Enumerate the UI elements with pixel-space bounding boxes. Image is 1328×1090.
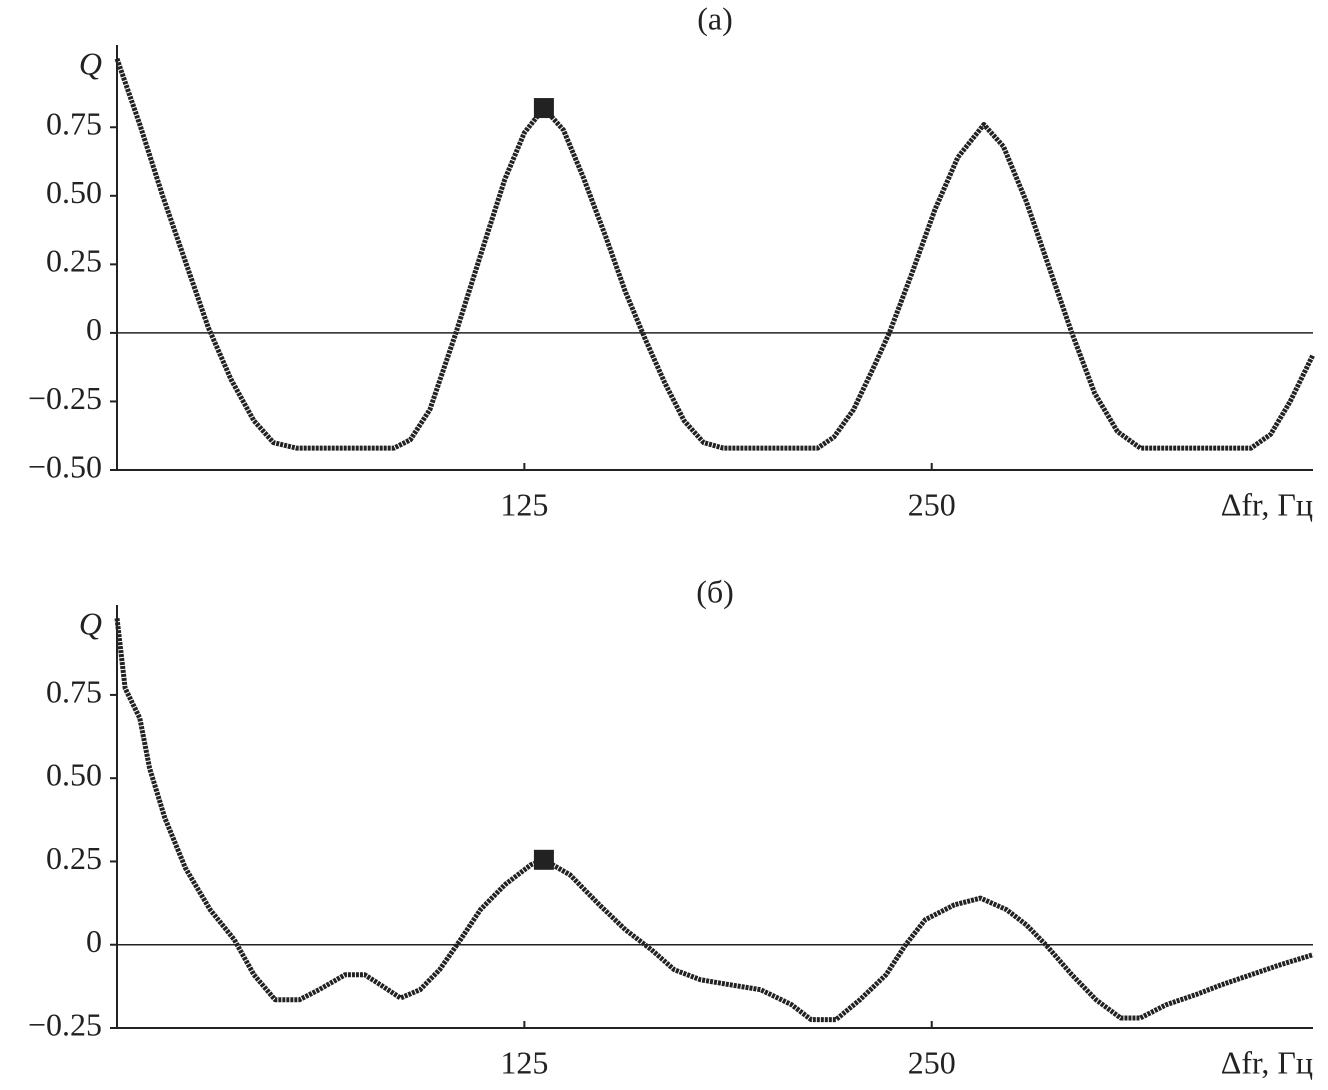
y-tick-label: −0.50 <box>28 448 102 484</box>
y-tick-label: 0.25 <box>46 243 102 279</box>
y-tick-label: 0 <box>86 923 102 959</box>
chart-title: (б) <box>696 573 734 609</box>
y-tick-label: 0.25 <box>46 840 102 876</box>
y-tick-label: 0.75 <box>46 106 102 142</box>
y-tick-label: 0 <box>86 311 102 347</box>
chart-title: (a) <box>697 0 733 36</box>
x-tick-label: 250 <box>908 1044 956 1080</box>
data-line <box>114 618 1314 1023</box>
x-axis-label: Δfr, Гц <box>1221 1044 1313 1080</box>
y-axis-label: Q <box>79 605 102 641</box>
peak-marker <box>533 98 554 119</box>
x-tick-label: 250 <box>908 486 956 522</box>
y-tick-label: 0.50 <box>46 757 102 793</box>
y-axis-label: Q <box>79 45 102 81</box>
x-axis-label: Δfr, Гц <box>1221 486 1313 522</box>
y-tick-label: −0.25 <box>28 380 102 416</box>
y-tick-label: 0.75 <box>46 673 102 709</box>
peak-marker <box>533 849 554 870</box>
data-line <box>114 57 1316 451</box>
x-tick-label: 125 <box>500 1044 548 1080</box>
y-tick-label: −0.25 <box>28 1006 102 1042</box>
y-tick-label: 0.50 <box>46 174 102 210</box>
x-tick-label: 125 <box>500 486 548 522</box>
